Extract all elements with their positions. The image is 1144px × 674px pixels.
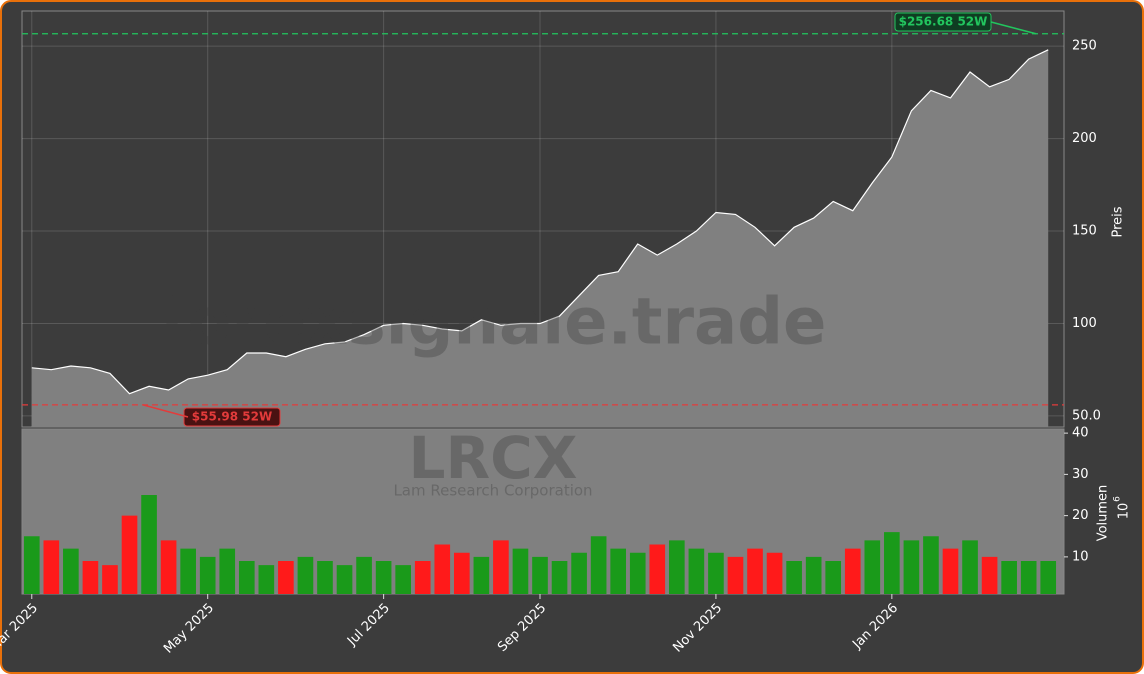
volume-bar: [43, 540, 60, 594]
low-arrow: [142, 404, 189, 418]
volume-unit-exponent: 6: [1113, 496, 1123, 502]
y-tick-label: 50.0: [1072, 408, 1101, 423]
volume-bar: [414, 561, 431, 594]
volume-bar: [375, 561, 392, 594]
volume-bar: [238, 561, 255, 594]
high-label: $256.68 52W: [899, 15, 988, 29]
y-tick-label: 100: [1072, 316, 1097, 331]
volume-bar: [199, 556, 216, 594]
volume-bar: [766, 552, 783, 594]
y2-tick-label: 10: [1072, 549, 1089, 564]
y2-tick-label: 30: [1072, 467, 1089, 482]
volume-bar: [102, 565, 118, 594]
volume-bar: [473, 556, 490, 594]
volume-bar: [590, 536, 607, 594]
volume-bar: [942, 548, 959, 594]
low-label-box: [183, 407, 281, 427]
price-axis-label: Preis: [1111, 206, 1126, 237]
y-tick-label: 250: [1072, 39, 1097, 54]
volume-bar: [649, 544, 666, 594]
volume-bar: [669, 540, 685, 594]
volume-bar: [629, 552, 646, 594]
volume-bar: [160, 540, 177, 594]
volume-bar: [453, 552, 470, 594]
watermark: forexsignale.trade: [160, 286, 827, 360]
volume-bar: [278, 561, 294, 594]
high-arrow: [990, 21, 1037, 35]
volume-bar: [23, 536, 40, 594]
volume-bar: [180, 548, 196, 594]
volume-bar: [121, 515, 138, 594]
volume-bar: [336, 565, 353, 594]
volume-bar: [434, 544, 451, 594]
y2-tick-label: 40: [1072, 426, 1089, 441]
volume-bar: [825, 561, 842, 594]
volume-bar: [727, 556, 744, 594]
volume-bar: [532, 556, 548, 594]
volume-bar: [786, 561, 802, 594]
volume-bar: [63, 548, 79, 594]
volume-bar: [258, 565, 275, 594]
volume-bar: [981, 556, 998, 594]
volume-bar: [1020, 561, 1037, 594]
volume-axis-label: Volumen: [1096, 485, 1111, 542]
volume-bar: [571, 552, 587, 594]
y-tick-label: 200: [1072, 131, 1097, 146]
volume-bar: [551, 561, 568, 594]
volume-unit-base: 10: [1117, 503, 1132, 520]
volume-bar: [297, 556, 314, 594]
volume-bar: [884, 532, 900, 594]
volume-bar: [512, 548, 529, 594]
volume-bar: [610, 548, 627, 594]
volume-bar: [923, 536, 939, 594]
volume-bar: [708, 552, 724, 594]
volume-bar: [317, 561, 333, 594]
company-watermark: Lam Research Corporation: [393, 482, 592, 500]
volume-bar: [805, 556, 822, 594]
volume-bar: [747, 548, 763, 594]
volume-bar: [903, 540, 920, 594]
volume-bar: [395, 565, 411, 594]
price-line: [31, 49, 1049, 395]
volume-bar: [864, 540, 881, 594]
volume-bar: [82, 561, 99, 594]
volume-bar: [962, 540, 978, 594]
volume-bar: [844, 548, 861, 594]
volume-bar: [1001, 561, 1017, 594]
volume-bar: [1040, 561, 1057, 594]
volume-bar: [219, 548, 236, 594]
price-area: [31, 49, 1049, 428]
volume-bar: [493, 540, 509, 594]
volume-bar: [356, 556, 372, 594]
y-tick-label: 150: [1072, 224, 1097, 239]
volume-bar: [688, 548, 705, 594]
low-label: $55.98 52W: [192, 410, 272, 424]
y2-tick-label: 20: [1072, 508, 1089, 523]
ticker-watermark: LRCX: [409, 424, 578, 492]
volume-bar: [141, 495, 157, 594]
